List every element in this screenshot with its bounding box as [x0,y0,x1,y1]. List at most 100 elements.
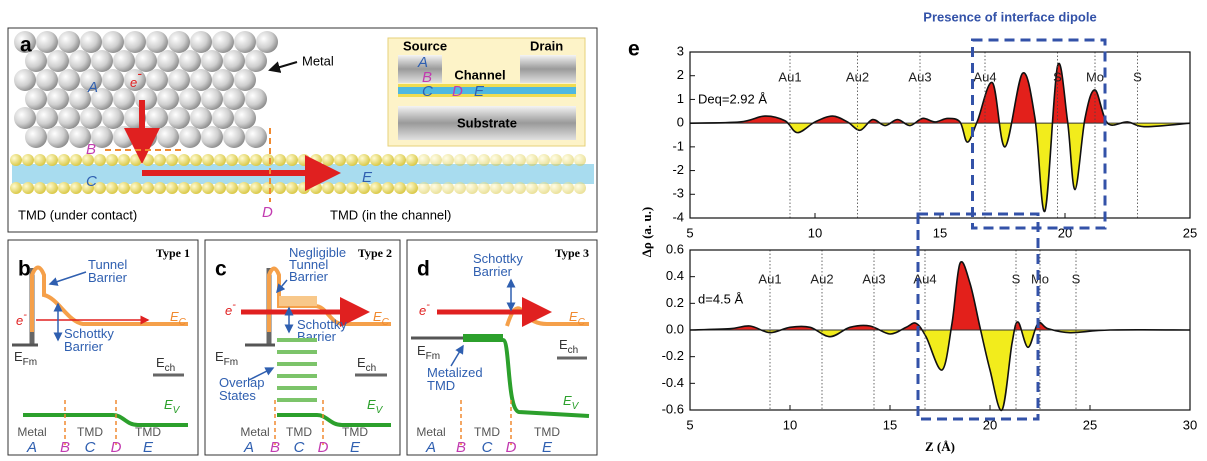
panel-label: d [417,258,430,281]
electron-label: e- [130,65,142,91]
text: Barrier [88,270,128,285]
metal-atom [201,88,223,110]
band-label: EC [373,309,390,327]
tmd-atom [190,154,202,166]
y-tick-label: 0.0 [666,321,684,336]
metal-label: Metal [302,53,334,68]
inset-label: Drain [530,38,563,53]
tmd-atom [502,154,514,166]
region-label: B [60,439,70,456]
text: E [563,393,572,408]
band-label: EFm [417,343,440,361]
tmd-atom [34,154,46,166]
tmd-atom [562,182,574,194]
type-label: Type 2 [358,246,392,260]
negative-fill [690,123,1190,212]
region-label: A [425,439,436,456]
highlight-box [916,212,1040,421]
atom-label: Mo [1031,271,1049,286]
tmd-atom [274,154,286,166]
pointer-arrow [268,61,298,73]
tmd-atom [562,154,574,166]
text: E [164,397,173,412]
tmd-atom [490,154,502,166]
annotation: Deq=2.92 Å [698,91,767,106]
tmd-contact-label: TMD (under contact) [18,207,137,222]
text: Metalized [427,365,483,380]
metal-atom [113,88,135,110]
x-axis-label: Z (Å) [925,439,955,454]
metal-atom [124,69,146,91]
x-tick-label: 25 [1083,417,1097,432]
plot: Au1 Au2 Au3 Au4 S Mo S Deq=2.92 Å -4 -3 -2 -1 0 1 2 3 5 1… [672,38,1197,240]
density-curve [689,62,1191,213]
tmd-atom [82,154,94,166]
text: Barrier [64,339,104,354]
substrate-block [398,106,576,140]
pointer-arrow [450,344,464,367]
panel-b: b Type 1 e- Tunnel Barrier Schottky Barrie… [7,239,199,456]
text: TMD [427,378,455,393]
tmd-atom [154,154,166,166]
tmd-atom [262,182,274,194]
metal-atom [146,31,168,53]
annotation: Metalized TMD [427,365,483,393]
atom-label: Au2 [846,69,869,84]
tmd-atom [166,154,178,166]
metal-atom [102,107,124,129]
metal-atom [58,69,80,91]
region-label: D [452,83,463,100]
tmd-atom [94,182,106,194]
region-label: E [350,439,361,456]
tmd-band [398,94,576,97]
metal-atom [168,69,190,91]
tmd-atom [202,182,214,194]
text: E [417,343,426,358]
tmd-atom [466,182,478,194]
text: C [578,317,586,328]
metal-atom [47,88,69,110]
material-label: TMD [474,425,500,439]
negative-fill [690,330,1190,410]
text: V [173,405,181,416]
region-label: A [87,79,98,96]
tmd-atom [298,182,310,194]
tmd-atom [526,154,538,166]
tmd-atom [406,182,418,194]
x-tick-label: 5 [686,417,693,432]
band-label: EFm [14,349,37,367]
text: Negligible [289,245,346,260]
tmd-atom [310,182,322,194]
tmd-atom [394,154,406,166]
y-tick-label: 1 [677,91,684,106]
metal-atom [190,31,212,53]
band-label: EFm [215,349,238,367]
metal-atom [212,107,234,129]
material-label: TMD [77,425,103,439]
metal-spheres [14,31,278,148]
tmd-atom [214,154,226,166]
positive-fill [690,63,1132,124]
panel-frame [204,239,401,456]
metal-atom [179,126,201,148]
metal-atom [47,126,69,148]
tmd-atom [58,154,70,166]
tmd-atom [166,182,178,194]
atom-label: S [1072,271,1081,286]
tmd-atom [46,154,58,166]
annotation: d=4.5 Å [698,291,744,306]
tmd-atom [358,154,370,166]
tmd-atom [10,182,22,194]
text: - [232,299,236,311]
y-tick-label: 0 [677,115,684,130]
tmd-atom [274,182,286,194]
tmd-atom [418,154,430,166]
text: V [572,401,580,412]
band-label: EV [563,393,580,411]
band-label: Ech [357,355,376,373]
text: e [225,303,232,318]
text: e [16,313,23,328]
region-label: D [111,439,122,456]
metal-atom [80,31,102,53]
